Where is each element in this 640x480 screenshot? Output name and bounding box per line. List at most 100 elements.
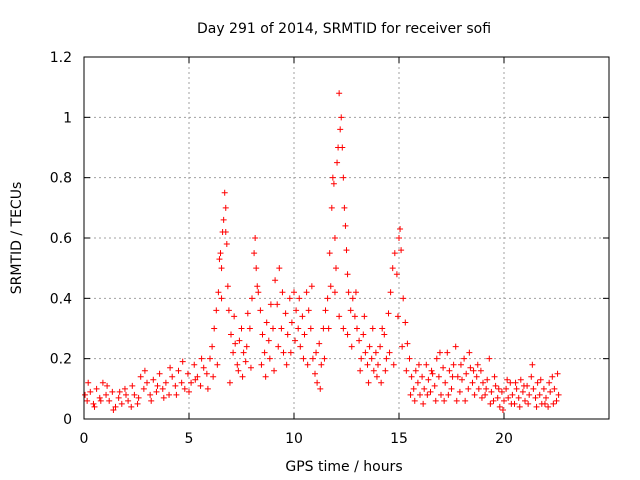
data-point [251,250,258,257]
data-point [110,406,117,413]
data-point [296,295,303,302]
data-point [274,301,281,308]
data-point [240,349,247,356]
data-point [181,385,188,392]
data-point [224,283,231,290]
data-point [287,349,294,356]
data-point [210,373,217,380]
data-point [159,385,166,392]
data-point [222,204,229,211]
data-point [316,340,323,347]
data-point [507,379,514,386]
data-point [129,382,136,389]
data-point [383,355,390,362]
data-point [534,379,541,386]
data-point [425,376,432,383]
data-point [450,361,457,368]
data-point [329,174,336,181]
data-point [427,388,434,395]
data-point [303,289,310,296]
data-point [198,355,205,362]
data-point [545,403,552,410]
data-point [456,388,463,395]
data-point [194,373,201,380]
data-point [209,343,216,350]
data-point [342,222,349,229]
y-axis-ticks: 0 0.2 0.4 0.6 0.8 1 1.2 [50,50,609,428]
data-point [288,319,295,326]
data-point [477,367,484,374]
data-point [441,397,448,404]
data-point [216,256,223,263]
data-point [162,379,169,386]
data-point [255,289,262,296]
data-point [203,370,210,377]
data-point [375,361,381,368]
data-point [487,400,494,407]
data-point [326,250,333,257]
data-point [397,225,404,232]
data-point [148,397,155,404]
data-point [291,289,297,296]
data-point [420,400,427,407]
data-point [265,337,272,344]
data-point [118,400,125,407]
data-point [446,367,453,374]
data-point [279,289,286,296]
data-point [322,307,329,314]
data-point [504,376,511,383]
data-point [522,397,528,404]
data-point [343,247,350,254]
data-point [449,373,456,380]
x-tick-label: 10 [285,431,303,447]
data-point [134,400,141,407]
data-point [254,283,261,290]
data-point [276,265,283,272]
data-point [408,373,415,380]
data-point [404,340,411,347]
data-point [234,361,241,368]
data-point [222,228,229,235]
data-point [378,379,385,386]
data-point [421,385,428,392]
data-point [278,325,285,332]
data-point [390,361,397,368]
data-point [354,325,360,332]
data-point [412,367,419,374]
data-point [478,394,485,401]
data-point [406,355,413,362]
data-point [462,397,469,404]
data-point [257,307,264,314]
data-point [137,373,144,380]
data-point [275,343,282,350]
data-point [141,367,148,374]
data-point [530,385,537,392]
data-point [179,358,186,365]
data-point [200,364,207,371]
data-point [389,265,396,272]
data-point [318,361,325,368]
data-point [509,391,516,398]
x-axis-ticks: 0 5 10 15 20 [80,57,513,447]
data-point [475,385,482,392]
data-point [160,394,167,401]
data-point [292,337,299,344]
data-point [211,325,218,332]
data-point [85,379,92,386]
data-point [121,385,128,392]
data-point [396,235,402,241]
data-point [228,331,234,338]
data-point [503,385,510,392]
data-point [436,349,443,356]
data-point [125,397,132,404]
data-point [97,397,104,404]
data-point [482,391,489,398]
data-point [373,373,380,380]
data-point [131,391,138,398]
data-point [550,400,557,407]
data-point [305,307,312,314]
data-point [239,373,246,380]
data-point [169,373,176,380]
data-point [325,325,332,332]
